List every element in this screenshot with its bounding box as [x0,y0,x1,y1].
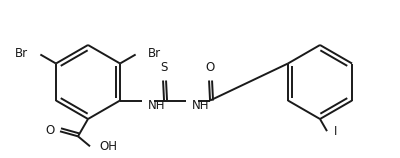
Text: NH: NH [148,99,166,112]
Text: NH: NH [192,99,210,112]
Text: O: O [206,61,215,73]
Text: S: S [160,61,168,73]
Text: Br: Br [148,47,161,60]
Text: Br: Br [15,47,28,60]
Text: I: I [334,125,337,138]
Text: O: O [46,124,55,137]
Text: OH: OH [99,140,117,153]
